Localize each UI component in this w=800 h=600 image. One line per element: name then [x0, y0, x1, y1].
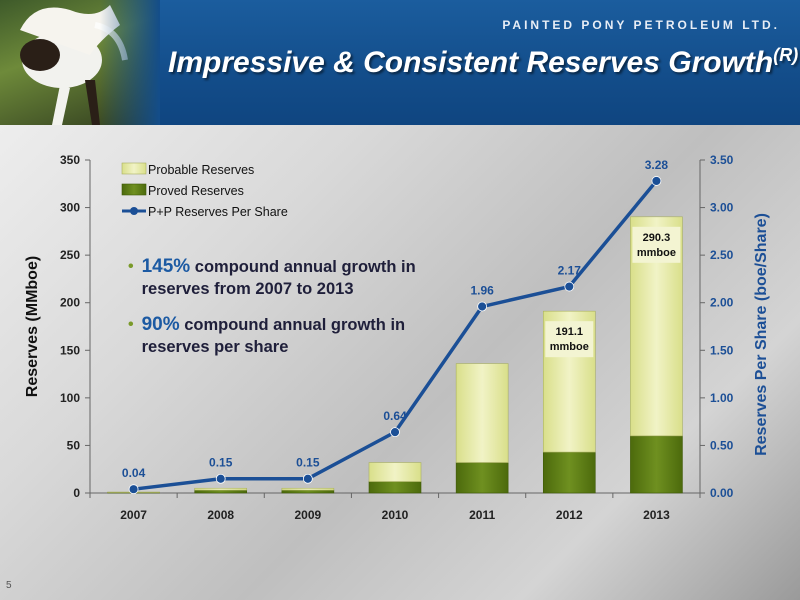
legend-swatch: [121, 162, 147, 175]
header-banner: PAINTED PONY PETROLEUM LTD. Impressive &…: [0, 0, 800, 125]
y-axis-title: Reserves (MMboe): [24, 256, 41, 397]
y-tick-label: 200: [60, 296, 80, 310]
y2-tick-label: 1.50: [710, 343, 734, 357]
legend-item: Probable Reserves: [121, 162, 254, 177]
bullet-list: • 145% compound annual growth in reserve…: [128, 256, 428, 372]
bullet-dot-icon: •: [128, 316, 134, 333]
bar-probable: [281, 487, 335, 491]
per-share-point: [477, 301, 488, 312]
x-tick-label: 2009: [295, 508, 322, 522]
legend-swatch: [121, 183, 147, 196]
annotation-bg: [545, 321, 594, 358]
per-share-label: 0.64: [383, 409, 407, 423]
bar-annotation-text: 290.3: [643, 232, 671, 244]
y2-tick-label: 2.50: [710, 248, 734, 262]
y-tick-label: 250: [60, 248, 80, 262]
page-number: 5: [6, 580, 12, 591]
per-share-point: [564, 281, 575, 292]
bar-probable: [455, 363, 509, 463]
bullet-text: 90% compound annual growth in reserves p…: [142, 314, 428, 358]
company-name: PAINTED PONY PETROLEUM LTD.: [502, 18, 780, 32]
bar-proved: [194, 489, 248, 494]
y2-axis-title: Reserves Per Share (boe/Share): [753, 213, 770, 456]
bar-proved: [542, 451, 596, 494]
y-tick-label: 100: [60, 391, 80, 405]
per-share-label: 0.15: [209, 456, 233, 470]
annotation-bg: [632, 226, 681, 263]
bar-proved: [630, 435, 683, 494]
y2-tick-label: 0.50: [710, 438, 734, 452]
per-share-label: 3.28: [645, 158, 669, 172]
y2-tick-label: 1.00: [710, 391, 734, 405]
slide-title: Impressive & Consistent Reserves Growth(…: [168, 46, 798, 80]
bullet-highlight: 90%: [141, 314, 180, 335]
slide-title-sup: (R): [773, 45, 799, 65]
y-tick-label: 50: [67, 438, 81, 452]
per-share-point: [390, 427, 400, 438]
bullet-highlight: 145%: [141, 256, 191, 277]
per-share-label: 1.96: [470, 284, 494, 298]
legend-item: P+P Reserves Per Share: [122, 205, 288, 219]
slide-title-text: Impressive & Consistent Reserves Growth: [168, 46, 774, 79]
bar-proved: [368, 481, 422, 494]
y-tick-label: 0: [73, 486, 80, 500]
bar-annotation-text: mmboe: [637, 247, 676, 259]
y2-tick-label: 3.50: [710, 153, 734, 167]
y-tick-label: 150: [60, 343, 80, 357]
chart-legend: Probable Reserves Proved Reserves P+P Rese…: [121, 162, 288, 219]
bar-annotation-text: 191.1: [556, 326, 584, 338]
x-tick-label: 2007: [120, 508, 147, 522]
bar-proved: [281, 489, 335, 494]
y2-tick-label: 3.00: [710, 201, 734, 215]
legend-label: P+P Reserves Per Share: [148, 205, 288, 219]
bullet-body: compound annual growth in reserves from …: [141, 258, 416, 298]
chart-line: 0.04 0.15 0.15 0.64 1.96 2.17 3.28: [122, 158, 669, 495]
bullet-item: • 90% compound annual growth in reserves…: [128, 314, 428, 358]
y2-tick-label: 2.00: [710, 296, 734, 310]
per-share-point: [651, 176, 662, 186]
bar-annotation: 290.3 mmboe: [632, 226, 681, 263]
per-share-point: [128, 484, 139, 495]
legend-item: Proved Reserves: [121, 183, 244, 198]
per-share-label: 0.04: [122, 466, 146, 480]
y-tick-label: 300: [60, 201, 80, 215]
x-tick-label: 2010: [382, 508, 409, 522]
bullet-body: compound annual growth in reserves per s…: [141, 316, 406, 356]
x-tick-label: 2011: [469, 508, 495, 522]
bar-annotation: 191.1 mmboe: [545, 321, 594, 358]
bar-proved: [455, 462, 509, 494]
x-tick-label: 2013: [643, 508, 670, 522]
bar-probable: [368, 462, 422, 482]
legend-label: Proved Reserves: [148, 184, 244, 198]
bullet-text: 145% compound annual growth in reserves …: [142, 256, 428, 300]
x-tick-label: 2012: [556, 508, 583, 522]
y2-tick-label: 0.00: [710, 486, 734, 500]
y-tick-label: 350: [60, 153, 80, 167]
chart-axes: 0 50 100 150 200 250 300 350 0.00 0.50 1.00 1.50 2.0…: [24, 153, 770, 522]
bullet-item: • 145% compound annual growth in reserve…: [128, 256, 428, 300]
bullet-dot-icon: •: [128, 258, 134, 275]
x-tick-label: 2008: [207, 508, 234, 522]
per-share-label: 0.15: [296, 456, 320, 470]
chart-bars: 191.1 mmboe 290.3 mmboe: [107, 216, 683, 494]
per-share-point: [215, 473, 226, 484]
bar-probable: [194, 487, 248, 491]
bar-annotation-text: mmboe: [550, 341, 589, 353]
per-share-point: [302, 473, 313, 484]
legend-label: Probable Reserves: [148, 163, 254, 177]
per-share-label: 2.17: [558, 264, 582, 278]
legend-marker: [130, 207, 138, 215]
horse-photo: [0, 0, 160, 125]
